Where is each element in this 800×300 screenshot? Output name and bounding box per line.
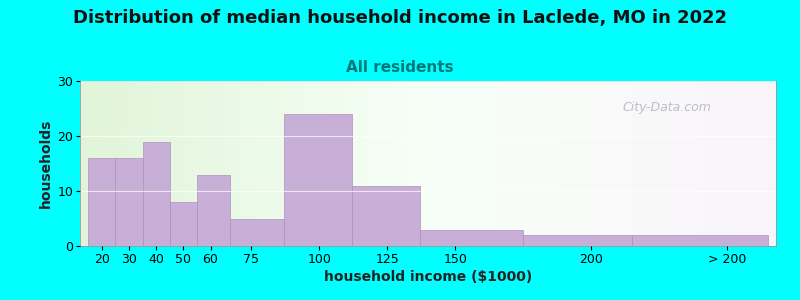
Bar [142,142,170,246]
Bar [523,235,632,246]
Text: City-Data.com: City-Data.com [623,101,712,114]
Bar [230,218,284,246]
Y-axis label: households: households [39,119,53,208]
Bar [632,235,768,246]
Bar [284,114,352,246]
X-axis label: household income ($1000): household income ($1000) [324,270,532,284]
Text: All residents: All residents [346,60,454,75]
Bar [88,158,115,246]
Bar [197,175,230,246]
Bar [420,230,523,246]
Text: Distribution of median household income in Laclede, MO in 2022: Distribution of median household income … [73,9,727,27]
Bar [115,158,142,246]
Bar [352,185,420,246]
Bar [170,202,197,246]
